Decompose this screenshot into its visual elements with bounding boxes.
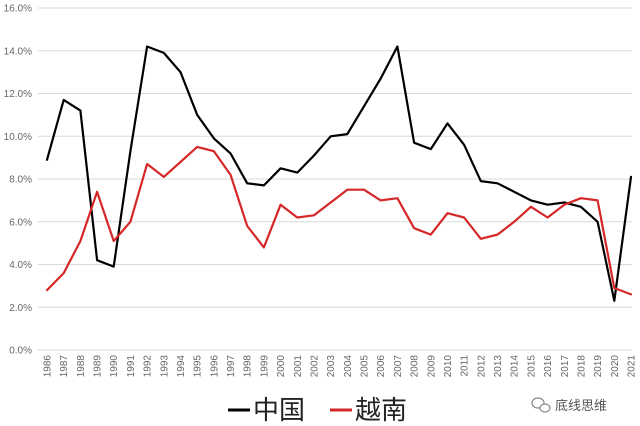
x-tick-label: 1990 [109, 355, 120, 378]
x-tick-label: 2021 [627, 355, 638, 378]
x-tick-label: 1999 [259, 355, 270, 378]
x-tick-label: 1992 [143, 355, 154, 378]
x-tick-label: 2001 [293, 355, 304, 378]
watermark-label: 底线思维 [555, 398, 607, 414]
x-tick-label: 2016 [543, 355, 554, 378]
x-tick-label: 2007 [393, 355, 404, 378]
x-tick-label: 1989 [93, 355, 104, 378]
x-tick-label: 1986 [43, 355, 54, 378]
x-tick-label: 2020 [610, 355, 621, 378]
x-tick-label: 1995 [193, 355, 204, 378]
x-tick-label: 2014 [510, 355, 521, 378]
x-tick-label: 1987 [59, 355, 70, 378]
x-tick-label: 2019 [593, 355, 604, 378]
x-tick-label: 2008 [410, 355, 421, 378]
y-tick-label: 0.0% [9, 346, 32, 357]
y-tick-label: 6.0% [9, 217, 32, 228]
x-tick-label: 2000 [276, 355, 287, 378]
x-tick-label: 2004 [343, 355, 354, 378]
y-tick-label: 4.0% [9, 260, 32, 271]
x-tick-label: 2003 [326, 355, 337, 378]
y-tick-label: 12.0% [4, 89, 32, 100]
x-tick-label: 1991 [126, 355, 137, 378]
y-axis-ticks: 0.0% 2.0% 4.0% 6.0% 8.0% 10.0% 12.0% 14.0% 16.0% [4, 4, 32, 357]
x-tick-label: 1993 [159, 355, 170, 378]
x-tick-label: 1996 [209, 355, 220, 378]
series-lines [45, 45, 633, 302]
legend-item-vietnam: 越南 [330, 396, 407, 426]
legend: 中国 越南 [228, 396, 407, 426]
x-tick-label: 1994 [176, 355, 187, 378]
y-tick-label: 10.0% [4, 132, 32, 143]
x-tick-label: 2017 [560, 355, 571, 378]
x-tick-label: 1998 [243, 355, 254, 378]
x-tick-label: 2012 [476, 355, 487, 378]
x-tick-label: 1988 [76, 355, 87, 378]
x-tick-label: 2010 [443, 355, 454, 378]
x-tick-label: 2015 [526, 355, 537, 378]
series-line-china [45, 45, 633, 302]
legend-label-vietnam: 越南 [355, 396, 407, 426]
watermark: 底线思维 [531, 397, 607, 414]
x-tick-label: 2002 [309, 355, 320, 378]
series-line-vietnam [45, 145, 633, 296]
legend-item-china: 中国 [228, 396, 305, 426]
legend-label-china: 中国 [253, 396, 305, 426]
wechat-icon [531, 397, 551, 413]
x-tick-label: 2005 [360, 355, 371, 378]
y-tick-label: 2.0% [9, 303, 32, 314]
x-tick-label: 2018 [576, 355, 587, 378]
y-tick-label: 8.0% [9, 175, 32, 186]
y-tick-label: 14.0% [4, 46, 32, 57]
x-tick-label: 1997 [226, 355, 237, 378]
y-tick-label: 16.0% [4, 4, 32, 15]
x-tick-label: 2009 [426, 355, 437, 378]
x-axis-ticks: 1986 1987 1988 1989 1990 1991 1992 1993 1994 1995… [43, 355, 638, 378]
x-tick-label: 2013 [493, 355, 504, 378]
x-tick-label: 2011 [460, 355, 471, 377]
x-tick-label: 2006 [376, 355, 387, 378]
